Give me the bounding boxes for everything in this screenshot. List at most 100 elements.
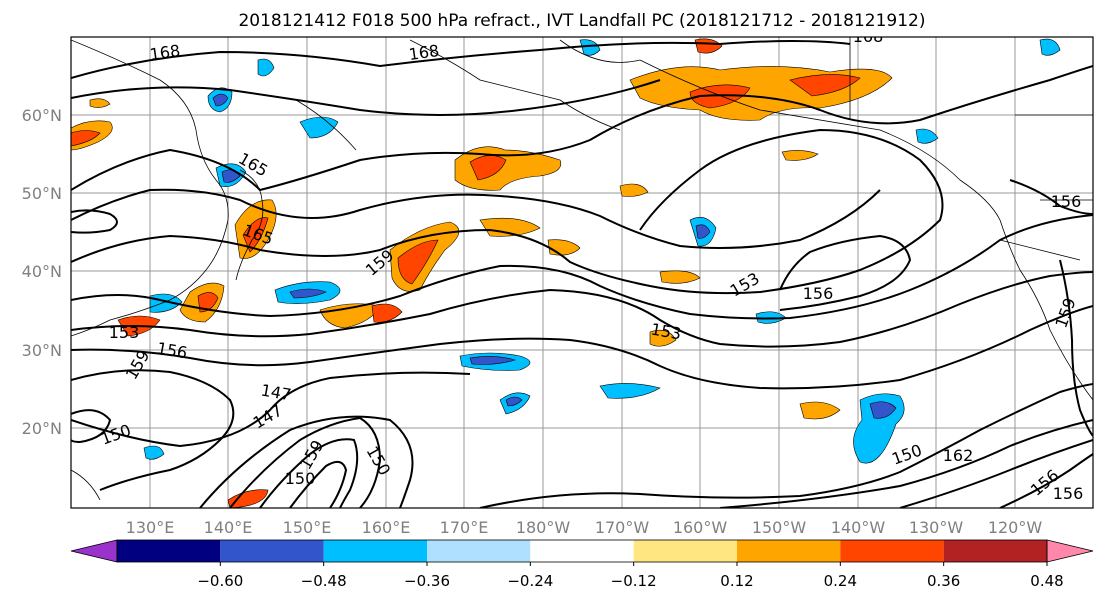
contour-label: 168 [407, 41, 440, 64]
contour-line [71, 369, 235, 491]
contour-line [71, 79, 661, 116]
contour-label: 156 [1051, 192, 1082, 211]
graticule [71, 37, 1093, 508]
contour-line [229, 416, 382, 508]
anomaly-patch [649, 329, 677, 347]
colorbar-segment [737, 540, 841, 562]
figure-title: 2018121412 F018 500 hPa refract., IVT La… [238, 11, 925, 31]
latitude-label: 40°N [22, 262, 62, 281]
longitude-label: 130°W [909, 518, 964, 537]
colorbar-tick-label: 0.36 [927, 572, 960, 590]
coastlines [71, 37, 1093, 501]
colorbar-segment [117, 540, 221, 562]
colorbar-frame [116, 539, 1048, 563]
latitude-label: 30°N [22, 341, 62, 360]
anomaly-patch [221, 169, 241, 183]
contour-line [71, 214, 1093, 320]
colorbar-tick-label: −0.36 [404, 572, 450, 590]
anomaly-patch [212, 93, 229, 107]
colorbar-segment [943, 540, 1047, 562]
anomaly-patch [257, 58, 275, 77]
contour-line [199, 415, 414, 508]
map-frame [70, 36, 1094, 509]
colorbar-tick-label: 0.24 [824, 572, 857, 590]
height-contours [71, 40, 1093, 508]
anomaly-patch [799, 401, 841, 420]
longitude-label: 170°E [440, 518, 489, 537]
anomaly-patch [71, 130, 101, 147]
anomaly-patch [299, 116, 339, 139]
contour-line [71, 209, 118, 234]
anomaly-patch [1039, 38, 1061, 56]
anomaly-patch [789, 74, 861, 97]
longitude-label: 160°E [362, 518, 411, 537]
colorbar-min-arrow [70, 539, 118, 563]
colorbar-segment [220, 540, 324, 562]
contour-line [1009, 179, 1093, 215]
anomaly-patch [659, 270, 701, 284]
latitude-labels: 60°N 50°N 40°N 30°N 20°N [22, 106, 62, 438]
anomaly-patch [397, 239, 439, 285]
latitude-label: 20°N [22, 419, 62, 438]
anomaly-patch [619, 183, 649, 197]
anomaly-patch [479, 217, 541, 237]
anomaly-patch [599, 383, 661, 399]
anomaly-patch [469, 356, 517, 365]
longitude-label: 170°W [595, 518, 650, 537]
colorbar: −0.60 −0.48 −0.36 −0.24 −0.12 0.12 0.24 0.36 0.4… [70, 539, 1094, 590]
contour-line [479, 383, 1093, 508]
colorbar-tick-label: −0.12 [611, 572, 657, 590]
anomaly-patch [89, 98, 111, 108]
anomaly-patch [469, 155, 507, 181]
colorbar-segment [840, 540, 944, 562]
anomaly-patch [915, 128, 939, 144]
contour-line [71, 188, 881, 249]
anomaly-patch [143, 445, 165, 460]
contour-line [289, 460, 348, 508]
anomaly-patch [371, 303, 403, 323]
colorbar-tick-label: 0.12 [720, 572, 753, 590]
contour-label: 168 [853, 27, 884, 46]
anomaly-patch [579, 39, 601, 56]
colorbar-segment [427, 540, 531, 562]
contour-line [1059, 259, 1093, 437]
colorbar-tick-labels: −0.60 −0.48 −0.36 −0.24 −0.12 0.12 0.24 0.36 0.4… [197, 562, 1064, 590]
contour-line [899, 439, 1093, 508]
longitude-label: 150°W [752, 518, 807, 537]
colorbar-max-arrow [1046, 539, 1094, 563]
colorbar-tick-label: 0.48 [1030, 572, 1063, 590]
latitude-label: 60°N [22, 106, 62, 125]
anomaly-patch [695, 224, 711, 239]
anomaly-patch [869, 401, 897, 419]
colorbar-tick-label: −0.60 [197, 572, 243, 590]
longitude-labels: 130°E 140°E 150°E 160°E 170°E 180°W 170°W 160°W… [126, 518, 1043, 537]
colorbar-tick-label: −0.48 [301, 572, 347, 590]
contour-label: 153 [109, 323, 140, 342]
colorbar-segment [633, 540, 737, 562]
colorbar-segments [70, 539, 1094, 563]
longitude-label: 180°W [516, 518, 571, 537]
contour-line [719, 419, 1093, 508]
anomaly-patch [781, 150, 819, 161]
contour-label: 156 [1053, 484, 1084, 503]
contour-line [71, 371, 471, 448]
anomaly-patch [289, 288, 327, 299]
longitude-label: 130°E [126, 518, 175, 537]
colorbar-segment [323, 540, 427, 562]
contour-label: 168 [148, 41, 181, 64]
colorbar-tick-label: −0.24 [507, 572, 553, 590]
contour-line [999, 453, 1093, 508]
contour-label: 150 [285, 469, 316, 488]
longitude-label: 150°E [283, 518, 332, 537]
contour-line [779, 234, 912, 311]
longitude-label: 140°E [204, 518, 253, 537]
longitude-label: 160°W [673, 518, 728, 537]
contour-line [71, 128, 944, 295]
latitude-label: 50°N [22, 184, 62, 203]
contour-label: 156 [803, 284, 834, 303]
refractivity-anomaly-fill [71, 38, 1061, 508]
contour-line [71, 409, 112, 444]
longitude-label: 140°W [831, 518, 886, 537]
